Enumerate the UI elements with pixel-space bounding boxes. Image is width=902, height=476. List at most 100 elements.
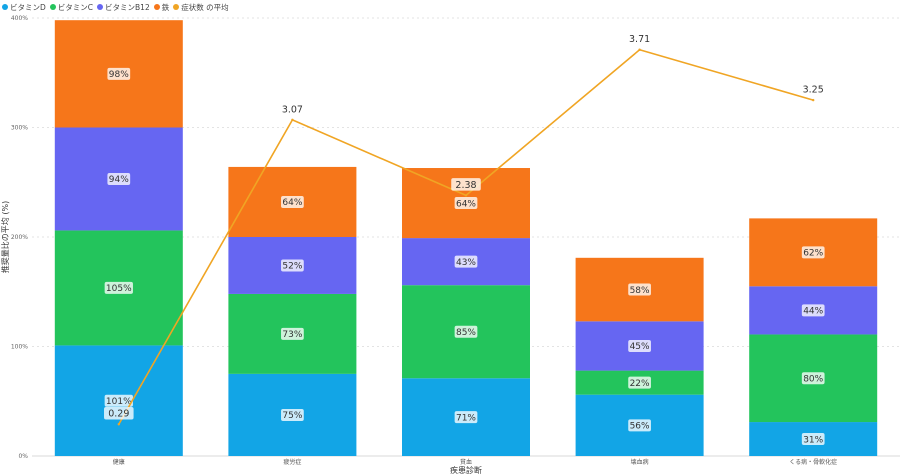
legend-marker <box>173 4 180 10</box>
line-data-label: 3.07 <box>277 102 308 116</box>
legend-item: 鉄 <box>153 2 170 13</box>
bar-data-label: 44% <box>801 304 825 317</box>
bar-data-label: 62% <box>801 246 825 259</box>
y-tick-label: 200% <box>11 234 28 241</box>
data-label-background <box>454 197 478 210</box>
data-label-text: 2.38 <box>455 180 476 191</box>
data-label-background <box>281 327 304 340</box>
legend-label: 症状数 の平均 <box>181 2 229 12</box>
data-label-text: 94% <box>109 175 129 185</box>
data-label-text: 98% <box>109 70 129 80</box>
data-label-text: 44% <box>803 307 823 317</box>
data-label-text: 73% <box>282 330 302 340</box>
x-tick-label: くる病・骨軟化症 <box>789 458 837 466</box>
data-label-text: 56% <box>630 422 650 432</box>
data-label-text: 58% <box>630 286 650 296</box>
data-label-text: 45% <box>630 342 650 352</box>
legend-item: ビタミンC <box>49 2 94 13</box>
bar-data-label: 94% <box>107 172 131 185</box>
bar-data-label: 101% <box>104 394 133 407</box>
data-label-background <box>281 195 304 208</box>
data-label-background <box>451 178 481 191</box>
bar-data-label: 22% <box>628 376 651 389</box>
x-tick-label: 疲労症 <box>283 458 301 466</box>
data-label-background <box>798 82 828 96</box>
data-label-text: 3.25 <box>803 85 824 96</box>
bar-data-label: 71% <box>454 411 478 424</box>
data-label-background <box>628 376 651 389</box>
x-tick-label: 壊血病 <box>631 458 649 466</box>
y-tick-label: 400% <box>11 15 28 22</box>
legend-label: 鉄 <box>161 2 170 12</box>
line-point <box>812 98 815 102</box>
x-tick-label: 貧血 <box>460 458 472 466</box>
data-label-background <box>454 411 478 424</box>
data-label-text: 31% <box>803 435 823 445</box>
bar-data-label: 105% <box>104 281 133 294</box>
legend-item: 症状数 の平均 <box>173 2 229 13</box>
data-label-text: 75% <box>282 411 302 421</box>
bar-data-label: 56% <box>628 419 651 432</box>
line-data-label: 2.38 <box>451 178 481 191</box>
data-label-background <box>628 339 651 352</box>
chart-legend: ビタミンD ビタミンC ビタミンB12 鉄 症状数 の平均 <box>2 1 233 13</box>
y-axis-title: 推奨量比の平均 (%) <box>0 201 10 273</box>
x-axis-title: 疾患診断 <box>450 465 482 475</box>
data-label-background <box>454 255 478 268</box>
legend-marker <box>2 4 8 10</box>
line-data-label: 3.71 <box>624 32 655 46</box>
legend-label: ビタミンD <box>10 2 46 12</box>
y-tick-label: 0% <box>18 453 28 460</box>
data-label-text: 105% <box>106 284 132 294</box>
bar-data-label: 45% <box>628 339 651 352</box>
data-label-background <box>801 372 825 385</box>
legend-marker <box>49 4 56 10</box>
data-label-text: 85% <box>456 328 476 338</box>
data-label-background <box>107 67 131 80</box>
data-label-background <box>801 304 825 317</box>
data-label-text: 80% <box>803 374 823 384</box>
data-label-text: 64% <box>282 198 302 208</box>
data-label-background <box>107 172 131 185</box>
data-label-background <box>628 283 651 296</box>
data-label-background <box>281 408 304 421</box>
line-data-label: 0.29 <box>104 406 134 420</box>
data-label-text: 71% <box>456 413 476 423</box>
data-label-background <box>281 259 304 272</box>
bar-data-label: 64% <box>281 195 304 208</box>
line-point <box>464 194 468 197</box>
legend-item: ビタミンD <box>2 2 46 13</box>
data-label-background <box>624 32 655 46</box>
legend-marker <box>97 4 104 10</box>
data-label-text: 64% <box>456 199 476 209</box>
y-tick-label: 100% <box>11 344 28 351</box>
data-label-text: 62% <box>803 249 823 259</box>
data-label-background <box>801 433 825 446</box>
data-label-text: 101% <box>106 397 132 407</box>
legend-label: ビタミンC <box>57 2 94 12</box>
data-label-text: 3.71 <box>629 34 650 45</box>
legend-marker <box>153 4 160 10</box>
data-label-background <box>628 419 651 432</box>
data-label-text: 43% <box>456 258 476 268</box>
bar-data-label: 73% <box>281 327 304 340</box>
data-label-text: 22% <box>630 379 650 389</box>
legend-label: ビタミンB12 <box>105 2 150 12</box>
data-label-background <box>104 406 134 420</box>
data-label-background <box>104 281 133 294</box>
line-data-label: 3.25 <box>798 82 828 96</box>
y-tick-label: 300% <box>11 125 28 132</box>
data-label-text: 3.07 <box>282 104 303 115</box>
data-label-background <box>277 102 308 116</box>
bar-data-label: 80% <box>801 372 825 385</box>
data-label-background <box>801 246 825 259</box>
bar-data-label: 75% <box>281 408 304 421</box>
bar-data-label: 31% <box>801 433 825 446</box>
data-label-text: 0.29 <box>108 409 129 420</box>
bar-data-label: 64% <box>454 197 478 210</box>
line-point <box>638 48 641 51</box>
bar-data-label: 52% <box>281 259 304 272</box>
bar-data-label: 58% <box>628 283 651 296</box>
bar-data-label: 98% <box>107 67 131 80</box>
